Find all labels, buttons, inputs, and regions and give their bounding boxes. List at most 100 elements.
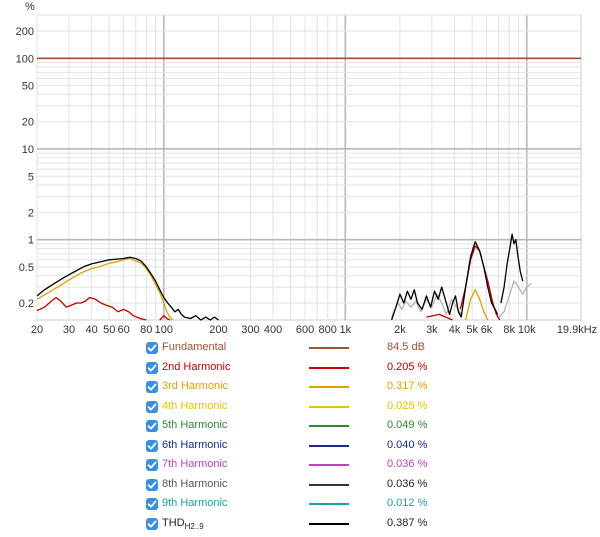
- series-line-3rd-harmonic: [36, 257, 174, 321]
- legend-value: 0.040 %: [387, 438, 428, 451]
- legend-checkbox[interactable]: [146, 517, 158, 530]
- legend-value: 0.025 %: [387, 399, 428, 412]
- legend-item: THDH2..9 0.387 %: [146, 515, 446, 535]
- legend-checkbox[interactable]: [146, 381, 158, 393]
- x-tick-label: 2k: [394, 324, 406, 336]
- legend-label: 7th Harmonic: [162, 458, 228, 470]
- legend-checkbox[interactable]: [146, 361, 158, 374]
- legend-value: 0.205 %: [387, 360, 428, 373]
- plot-frame: [36, 14, 582, 321]
- series-line-3rd-harmonic: [464, 289, 489, 321]
- x-tick-label: 800: [319, 324, 337, 336]
- checkmark-icon: [147, 481, 157, 488]
- checkmark-icon: [147, 383, 157, 391]
- x-tick-label: 400: [264, 324, 282, 336]
- legend: Fundamental 84.5 dB 2nd Harmonic 0.205 % 3rd…: [146, 339, 446, 534]
- legend-swatch: [309, 405, 349, 408]
- x-tick-label: 1k: [339, 324, 351, 336]
- checkmark-icon: [147, 442, 157, 449]
- legend-swatch: [309, 425, 349, 427]
- legend-item: 7th Harmonic 0.036 %: [146, 456, 446, 476]
- legend-value: 84.5 dB: [387, 341, 425, 353]
- checkmark-icon: [147, 461, 157, 469]
- y-unit-label: %: [25, 1, 35, 13]
- series-line-thd: [390, 241, 499, 321]
- series-line-2nd-harmonic: [426, 313, 453, 321]
- legend-label: 2nd Harmonic: [162, 360, 231, 373]
- checkmark-icon: [147, 520, 157, 527]
- legend-value: 0.049 %: [387, 419, 428, 431]
- series-line-2nd-harmonic: [36, 296, 147, 321]
- legend-checkbox[interactable]: [146, 498, 158, 510]
- series-line-thd: [500, 233, 524, 304]
- legend-label: 4th Harmonic: [162, 399, 228, 412]
- legend-value: 0.036 %: [387, 458, 428, 470]
- legend-checkbox[interactable]: [146, 439, 158, 452]
- x-tick-label: 80: [140, 324, 152, 336]
- legend-label-subscript: H2..9: [184, 521, 204, 531]
- legend-swatch: [309, 386, 349, 388]
- legend-label: 8th Harmonic: [162, 477, 228, 490]
- series-line-thd: [36, 256, 219, 321]
- legend-label: THDH2..9: [162, 516, 204, 531]
- x-tick-label: 3k: [426, 324, 438, 336]
- legend-value: 0.317 %: [387, 380, 428, 392]
- legend-value: 0.012 %: [387, 497, 428, 509]
- legend-swatch: [309, 464, 349, 466]
- y-tick-label: 5: [28, 171, 34, 183]
- legend-checkbox[interactable]: [146, 459, 158, 471]
- legend-item: 3rd Harmonic 0.317 %: [146, 378, 446, 398]
- x-tick-label: 5k: [466, 324, 478, 336]
- checkmark-icon: [147, 403, 157, 410]
- x-tick-label: 10k: [518, 324, 536, 336]
- y-tick-label: 0.5: [19, 262, 34, 274]
- legend-item: 2nd Harmonic 0.205 %: [146, 359, 446, 379]
- checkmark-icon: [147, 500, 157, 508]
- legend-checkbox[interactable]: [146, 420, 158, 432]
- legend-swatch: [309, 483, 349, 486]
- checkmark-icon: [147, 344, 157, 352]
- legend-label: 5th Harmonic: [162, 419, 228, 431]
- x-tick-label: 6k: [481, 324, 493, 336]
- legend-label: 9th Harmonic: [162, 497, 228, 509]
- x-tick-label: 20: [31, 324, 43, 336]
- y-tick-label: 50: [22, 81, 34, 93]
- legend-checkbox[interactable]: [146, 342, 158, 354]
- legend-checkbox[interactable]: [146, 478, 158, 491]
- x-tick-label: 19.9kHz: [557, 324, 597, 336]
- legend-label: 6th Harmonic: [162, 438, 228, 451]
- checkmark-icon: [147, 364, 157, 371]
- series-line-2nd-harmonic: [159, 315, 171, 321]
- legend-item: 4th Harmonic 0.025 %: [146, 398, 446, 418]
- series-line-8th-harmonic: [391, 293, 462, 318]
- x-tick-label: 8k: [503, 324, 515, 336]
- x-tick-label: 100: [155, 324, 173, 336]
- legend-value: 0.036 %: [387, 477, 428, 490]
- legend-swatch: [309, 522, 349, 525]
- x-tick-label: 4k: [449, 324, 461, 336]
- legend-item: 6th Harmonic 0.040 %: [146, 437, 446, 457]
- y-tick-label: 10: [22, 144, 34, 156]
- x-tick-label: 40: [86, 324, 98, 336]
- y-tick-label: 200: [16, 26, 34, 38]
- legend-checkbox[interactable]: [146, 400, 158, 413]
- y-tick-label: 20: [22, 117, 34, 129]
- legend-value: 0.387 %: [387, 516, 428, 529]
- legend-item: 9th Harmonic 0.012 %: [146, 495, 446, 515]
- legend-swatch: [309, 444, 349, 447]
- checkmark-icon: [147, 422, 157, 430]
- y-tick-label: 1: [28, 235, 34, 247]
- y-tick-label: 100: [16, 53, 34, 65]
- y-tick-label: 2: [28, 207, 34, 219]
- legend-swatch: [309, 366, 349, 369]
- legend-swatch: [309, 503, 349, 505]
- x-tick-label: 600: [296, 324, 314, 336]
- legend-label: Fundamental: [162, 341, 227, 353]
- grid-lines: [36, 14, 582, 321]
- x-tick-label: 60: [117, 324, 129, 336]
- x-tick-label: 50: [103, 324, 115, 336]
- y-tick-label: 0.2: [19, 298, 34, 310]
- series-lines: [36, 57, 581, 321]
